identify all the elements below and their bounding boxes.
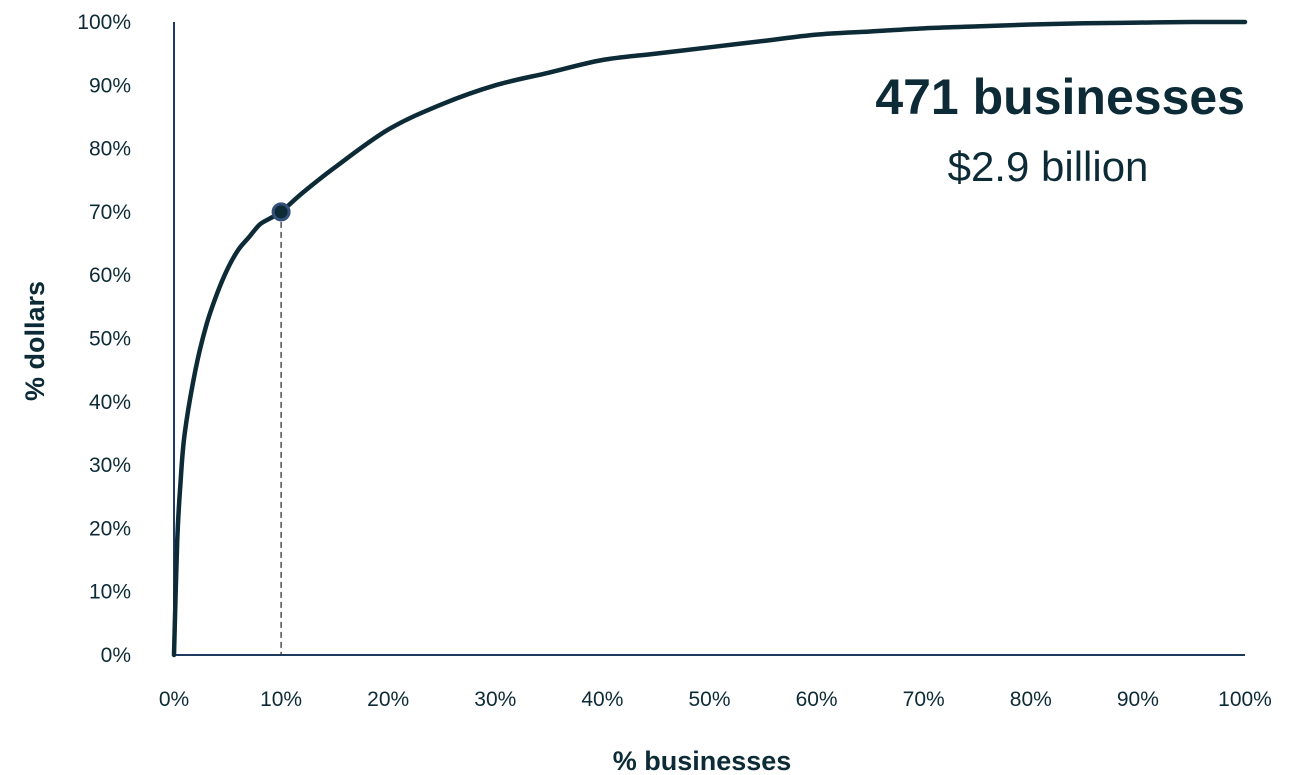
x-tick-label: 60% — [796, 688, 838, 711]
y-axis-title: % dollars — [20, 281, 50, 401]
cumulative-curve-line — [171, 19, 1248, 658]
highlight-point-marker — [271, 202, 291, 222]
y-tick-label: 80% — [89, 138, 131, 161]
y-tick-label: 60% — [89, 264, 131, 287]
y-tick-label: 10% — [89, 581, 131, 604]
y-tick-label: 20% — [89, 517, 131, 540]
x-tick-label: 30% — [474, 688, 516, 711]
dollar-amount-annotation: $2.9 billion — [948, 143, 1149, 190]
y-tick-label: 90% — [89, 74, 131, 97]
x-tick-label: 20% — [367, 688, 409, 711]
business-count-annotation: 471 businesses — [875, 69, 1245, 125]
x-tick-label: 100% — [1218, 688, 1272, 711]
y-tick-label: 100% — [77, 11, 131, 34]
y-tick-label: 30% — [89, 454, 131, 477]
x-tick-label: 10% — [260, 688, 302, 711]
x-tick-label: 90% — [1117, 688, 1159, 711]
x-tick-label: 80% — [1010, 688, 1052, 711]
y-tick-label: 50% — [89, 328, 131, 351]
y-tick-label: 70% — [89, 201, 131, 224]
y-tick-label: 0% — [101, 644, 131, 667]
x-tick-labels: 0% 10% 20% 30% 40% 50% 60% 70% 80% 90% 100% — [159, 688, 1272, 711]
y-tick-label: 40% — [89, 391, 131, 414]
x-tick-label: 40% — [581, 688, 623, 711]
x-tick-label: 0% — [159, 688, 189, 711]
x-axis-title: % businesses — [613, 746, 792, 775]
x-tick-label: 50% — [688, 688, 730, 711]
y-tick-labels: 0% 10% 20% 30% 40% 50% 60% 70% 80% 90% 100% — [77, 11, 131, 667]
x-tick-label: 70% — [903, 688, 945, 711]
